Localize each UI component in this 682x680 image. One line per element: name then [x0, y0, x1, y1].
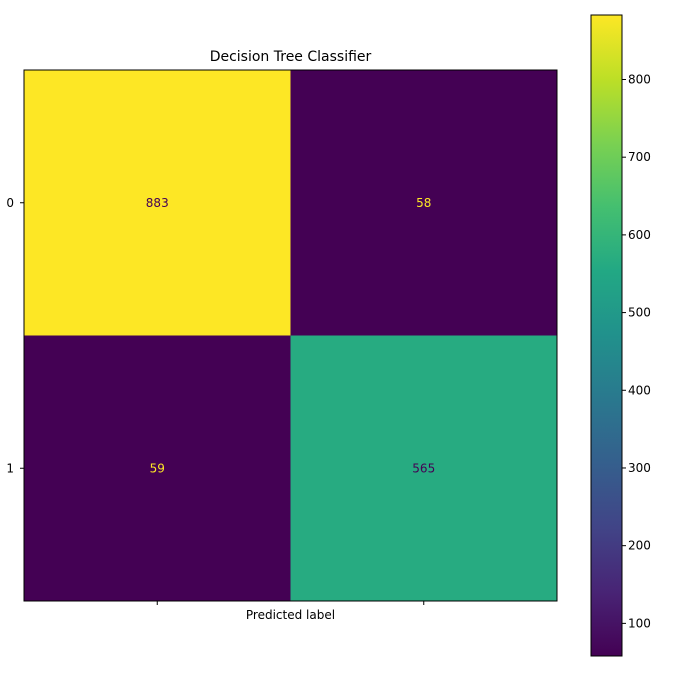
cell-0-0 — [24, 70, 291, 336]
colorbar-tick-label-2: 300 — [628, 461, 651, 475]
x-axis-label: Predicted label — [246, 608, 335, 622]
colorbar-tick-label-5: 600 — [628, 228, 651, 242]
cell-value-1-1: 565 — [412, 461, 435, 475]
colorbar: 100 200 300 400 500 600 700 800 — [590, 14, 651, 657]
colorbar-tick-label-0: 100 — [628, 616, 651, 630]
colorbar-tick-label-4: 500 — [628, 306, 651, 320]
chart-title: Decision Tree Classifier — [210, 49, 372, 65]
matrix-cells: 883 58 59 565 — [24, 70, 557, 601]
cell-1-1 — [290, 335, 557, 601]
cell-0-1 — [290, 70, 557, 336]
colorbar-tick-label-6: 700 — [628, 150, 651, 164]
y-axis-ticks: 01 — [6, 196, 24, 475]
colorbar-tick-label-1: 200 — [628, 539, 651, 553]
x-axis-ticks — [156, 601, 425, 605]
y-tick-label-0: 0 — [6, 196, 14, 210]
cell-value-0-1: 58 — [416, 196, 431, 210]
colorbar-tick-label-3: 400 — [628, 383, 651, 397]
cell-value-1-0: 59 — [150, 461, 165, 475]
colorbar-tick-label-7: 800 — [628, 72, 651, 86]
colorbar-ticks: 100 200 300 400 500 600 700 800 — [622, 72, 651, 630]
y-tick-label-1: 1 — [6, 461, 14, 475]
cell-1-0 — [24, 335, 291, 601]
cell-value-0-0: 883 — [146, 196, 169, 210]
colorbar-frame — [590, 14, 623, 657]
colorbar-gradient — [591, 15, 622, 656]
plot-frame — [23, 69, 558, 602]
